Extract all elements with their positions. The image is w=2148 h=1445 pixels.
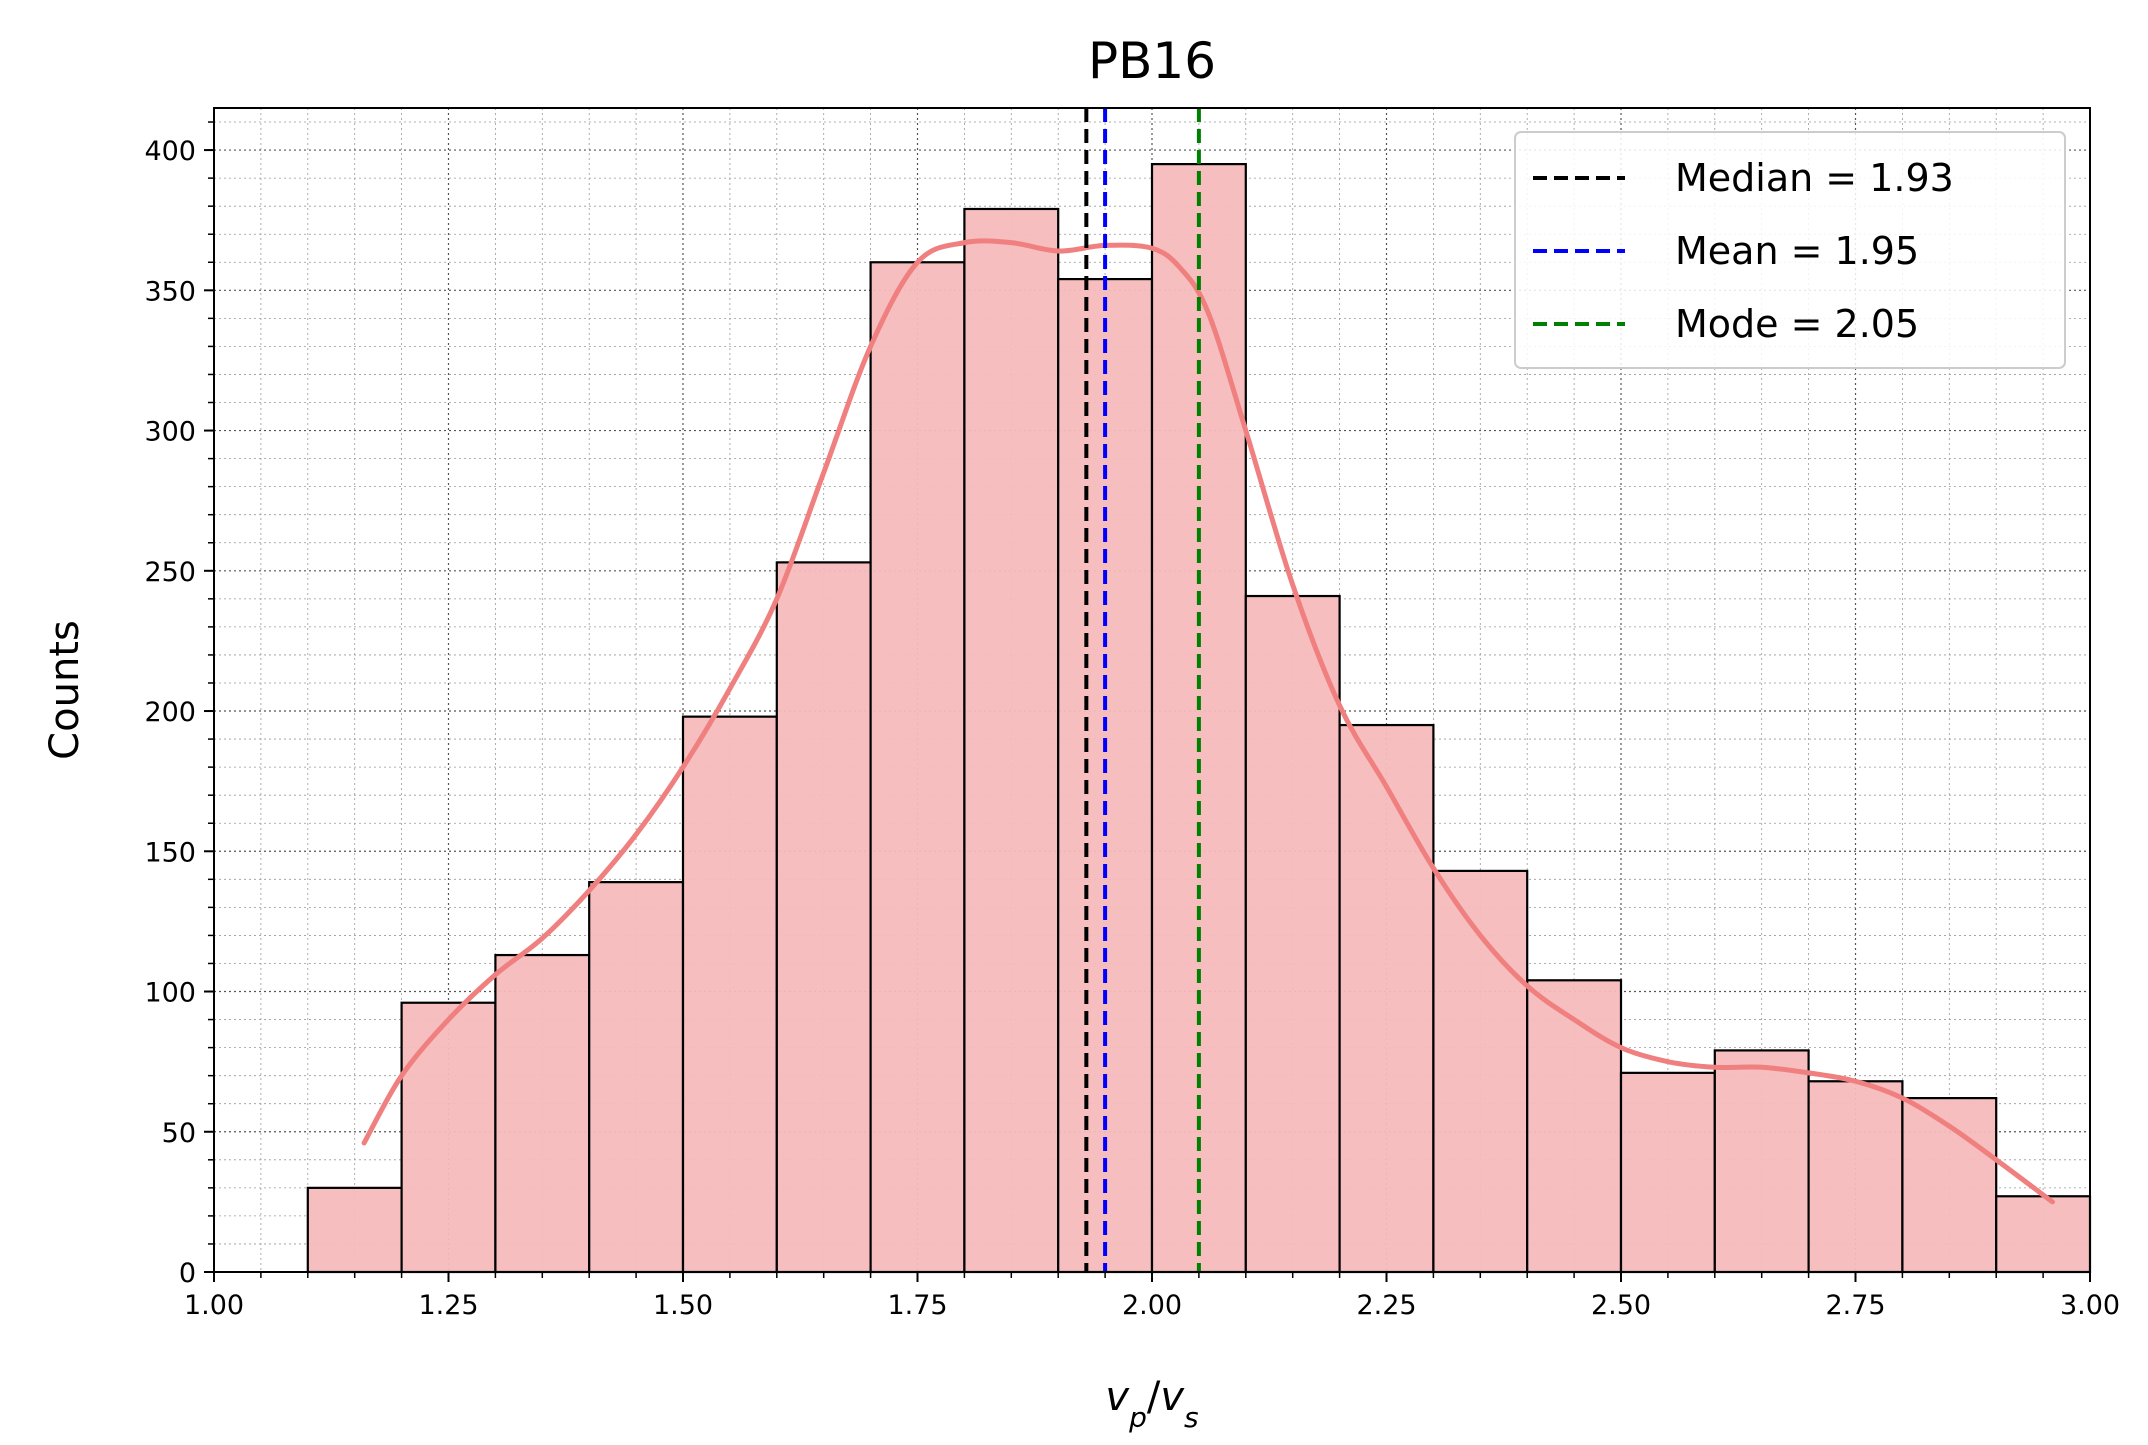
y-tick-label: 200 (144, 697, 196, 728)
legend-box (1514, 131, 2066, 369)
kde-curve (361, 238, 2055, 1205)
x-label-main: v (1105, 1374, 1130, 1420)
legend-label: Mode = 2.05 (1675, 302, 1919, 346)
histogram-bar (400, 1001, 497, 1274)
histogram-bar (775, 561, 872, 1274)
histogram-bar (1807, 1080, 1904, 1274)
x-tick-label: 1.25 (418, 1290, 478, 1321)
x-label-sep: / (1147, 1374, 1161, 1420)
x-tick-label: 2.00 (1122, 1290, 1182, 1321)
histogram-bar (306, 1186, 403, 1274)
histogram-bar (494, 953, 591, 1274)
y-tick-label: 0 (179, 1258, 196, 1289)
legend-label: Median = 1.93 (1675, 156, 1954, 200)
axis-ticks: 1.00 1.25 1.50 1.75 2.00 2.25 2.50 2.75 3.00 0 50 1… (144, 121, 2120, 1321)
histogram-bar (1244, 594, 1341, 1274)
x-tick-label: 2.50 (1591, 1290, 1651, 1321)
chart-title: PB16 (1088, 32, 1216, 90)
x-tick-label: 2.75 (1825, 1290, 1885, 1321)
x-tick-label: 3.00 (2060, 1290, 2120, 1321)
histogram-bar (963, 207, 1060, 1274)
y-tick-label: 100 (144, 978, 196, 1009)
x-tick-label: 1.50 (653, 1290, 713, 1321)
histogram-bar (681, 715, 778, 1274)
histogram-bar (588, 881, 685, 1274)
x-tick-label: 1.75 (887, 1290, 947, 1321)
y-tick-label: 150 (144, 837, 196, 868)
histogram-bar (1713, 1049, 1810, 1274)
histogram-bar (1619, 1071, 1716, 1274)
x-tick-label: 1.00 (184, 1290, 244, 1321)
y-tick-label: 400 (144, 136, 196, 167)
statistic-lines (1084, 108, 1201, 1272)
histogram-bar (1338, 723, 1435, 1274)
histogram-bar (1995, 1195, 2092, 1274)
y-axis-label: Counts (42, 620, 88, 760)
histogram-bar (1526, 979, 1623, 1274)
y-tick-label: 250 (144, 557, 196, 588)
y-tick-label: 350 (144, 276, 196, 307)
x-label-sub1: p (1128, 1401, 1147, 1434)
histogram-bar (869, 261, 966, 1274)
histogram-bar (1432, 869, 1529, 1274)
x-label-main2: v (1160, 1374, 1185, 1420)
x-label-sub2: s (1184, 1401, 1199, 1434)
legend-label: Mean = 1.95 (1675, 229, 1919, 273)
x-axis-label: vp/vs (1105, 1374, 1198, 1434)
y-tick-label: 50 (162, 1118, 196, 1149)
kde-curve-layer (361, 238, 2055, 1205)
y-tick-label: 300 (144, 417, 196, 448)
legend: Median = 1.93 Mean = 1.95 Mode = 2.05 (1514, 131, 2066, 369)
x-tick-label: 2.25 (1356, 1290, 1416, 1321)
